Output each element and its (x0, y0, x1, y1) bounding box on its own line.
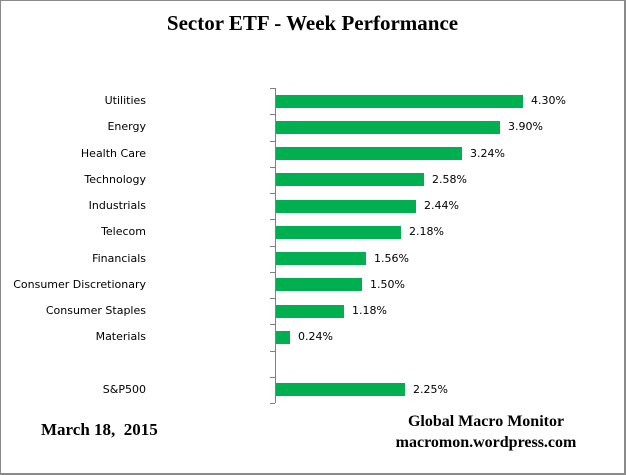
category-label: Consumer Discretionary (13, 277, 146, 291)
bar (276, 383, 405, 396)
bar (276, 147, 462, 160)
bar (276, 252, 366, 265)
axis-tick (270, 219, 275, 220)
axis-tick (270, 298, 275, 299)
category-label: S&P500 (102, 382, 146, 396)
chart-title: Sector ETF - Week Performance (166, 11, 459, 35)
axis-tick (270, 377, 275, 378)
category-label: Utilities (104, 94, 146, 108)
axis-tick (270, 272, 275, 273)
bar (276, 331, 290, 344)
bar (276, 121, 500, 134)
axis-tick (270, 167, 275, 168)
value-label: 2.58% (432, 172, 467, 186)
value-label: 0.24% (298, 330, 333, 344)
category-label: Financials (92, 251, 146, 265)
value-label: 2.25% (413, 382, 448, 396)
bar (276, 226, 401, 239)
value-label: 4.30% (531, 94, 566, 108)
bar (276, 305, 344, 318)
axis-tick (270, 193, 275, 194)
axis-tick (270, 88, 275, 89)
value-label: 1.50% (370, 277, 405, 291)
category-label: Consumer Staples (45, 304, 146, 318)
bar (276, 173, 424, 186)
credit-block: Global Macro Monitor macromon.wordpress.… (375, 411, 597, 453)
axis-tick (270, 403, 275, 404)
credit-line-1: Global Macro Monitor (407, 413, 565, 430)
credit-line-2: macromon.wordpress.com (395, 434, 577, 451)
value-label: 3.24% (470, 146, 505, 160)
category-label: Technology (84, 172, 146, 186)
axis-tick (270, 141, 275, 142)
category-label: Energy (107, 120, 146, 134)
category-label: Materials (95, 330, 146, 344)
bar (276, 278, 362, 291)
value-label: 2.44% (424, 199, 459, 213)
category-label: Industrials (88, 199, 146, 213)
value-label: 1.18% (352, 304, 387, 318)
category-label: Telecom (101, 225, 146, 239)
bar (276, 95, 523, 108)
axis-tick (270, 246, 275, 247)
axis-tick (270, 324, 275, 325)
value-label: 2.18% (409, 225, 444, 239)
value-label: 1.56% (374, 251, 409, 265)
category-axis-line (275, 88, 276, 403)
axis-tick (270, 114, 275, 115)
category-label: Health Care (80, 146, 146, 160)
value-label: 3.90% (508, 120, 543, 134)
axis-tick (270, 351, 275, 352)
date-note: March 18, 2015 (41, 420, 158, 439)
bar (276, 200, 416, 213)
